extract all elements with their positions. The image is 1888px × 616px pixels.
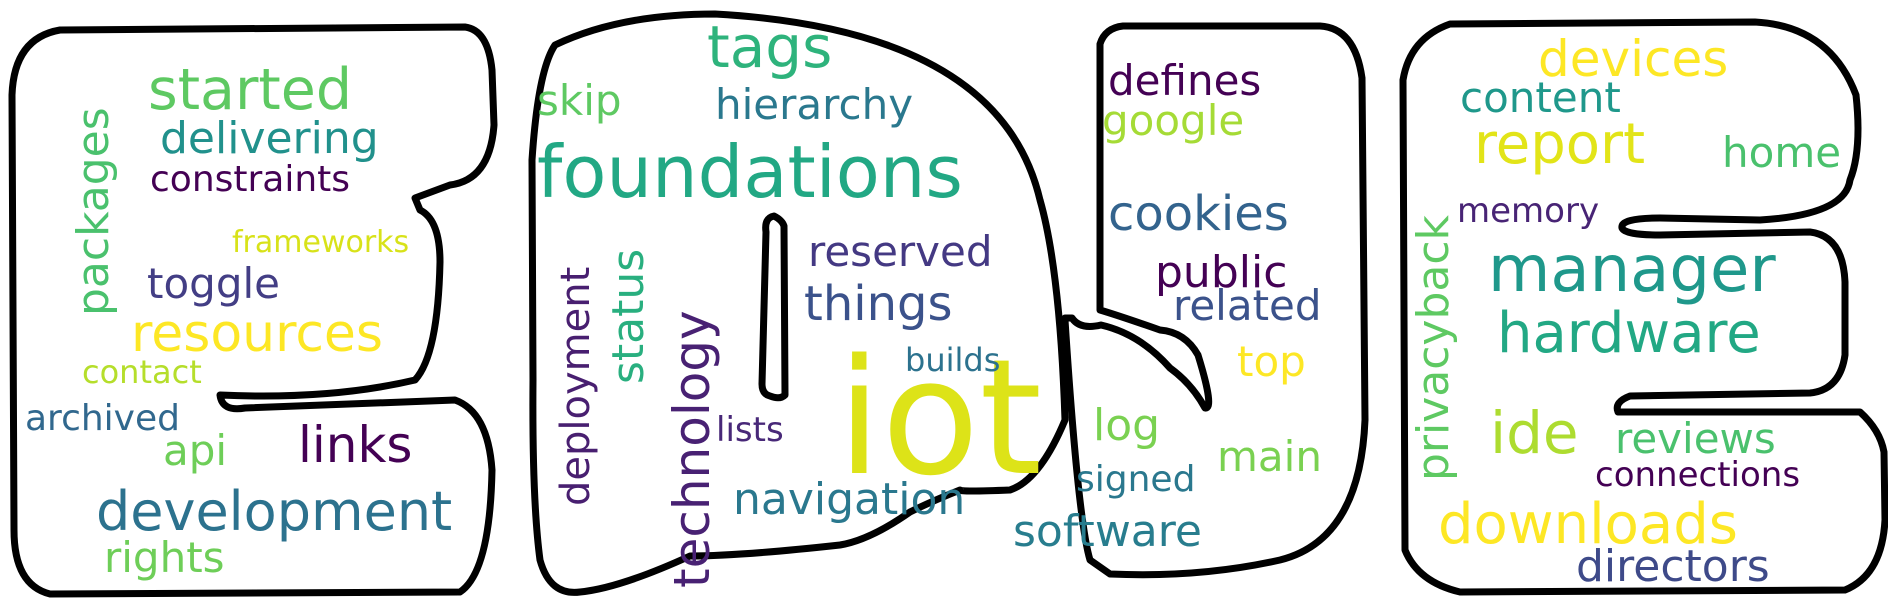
cloud-word-directors: directors xyxy=(1576,541,1770,592)
cloud-word-google: google xyxy=(1102,96,1245,145)
cloud-word-resources: resources xyxy=(131,304,384,364)
cloud-word-log: log xyxy=(1093,400,1161,451)
cloud-word-software: software xyxy=(1013,506,1202,557)
cloud-word-deployment: deployment xyxy=(553,266,599,506)
cloud-word-top: top xyxy=(1237,337,1306,386)
cloud-word-connections: connections xyxy=(1595,455,1801,495)
cloud-word-main: main xyxy=(1217,432,1322,481)
cloud-word-defines: defines xyxy=(1108,56,1262,105)
cloud-word-things: things xyxy=(804,276,953,332)
cloud-word-hardware: hardware xyxy=(1497,301,1761,366)
cloud-word-ide: ide xyxy=(1490,399,1579,467)
cloud-word-contact: contact xyxy=(82,353,202,391)
cloud-word-navigation: navigation xyxy=(733,474,966,525)
cloud-word-development: development xyxy=(96,480,453,543)
cloud-word-downloads: downloads xyxy=(1438,492,1738,557)
cloud-word-report: report xyxy=(1474,112,1646,177)
letter-b-outline xyxy=(1061,22,1369,579)
cloud-word-api: api xyxy=(163,426,228,475)
cloud-word-privacyback: privacyback xyxy=(1408,214,1459,481)
cloud-word-related: related xyxy=(1173,281,1322,330)
cloud-word-signed: signed xyxy=(1076,459,1196,500)
letter-e-right-outline xyxy=(1399,18,1888,596)
cloud-word-public: public xyxy=(1155,247,1288,298)
cloud-word-memory: memory xyxy=(1457,191,1600,231)
cloud-word-reserved: reserved xyxy=(808,227,993,276)
cloud-word-frameworks: frameworks xyxy=(232,225,410,260)
cloud-word-status: status xyxy=(603,248,654,384)
cloud-word-hierarchy: hierarchy xyxy=(715,80,914,129)
cloud-word-lists: lists xyxy=(716,410,784,450)
cloud-word-home: home xyxy=(1722,128,1842,177)
cloud-word-started: started xyxy=(148,57,353,123)
cloud-word-packages: packages xyxy=(68,107,119,316)
cloud-word-cookies: cookies xyxy=(1108,186,1289,242)
cloud-word-manager: manager xyxy=(1488,233,1776,307)
cloud-word-rights: rights xyxy=(104,533,225,582)
letter-a-inner-slot xyxy=(758,212,789,402)
cloud-word-iot: iot xyxy=(837,324,1043,511)
cloud-word-delivering: delivering xyxy=(160,113,379,164)
cloud-word-foundations: foundations xyxy=(537,130,963,214)
cloud-word-devices: devices xyxy=(1538,30,1729,88)
cloud-word-skip: skip xyxy=(537,76,622,125)
cloud-word-links: links xyxy=(298,416,413,474)
letter-a-outline xyxy=(528,10,1069,596)
cloud-word-technology: technology xyxy=(663,310,721,588)
letter-e-left-outline xyxy=(8,23,498,598)
cloud-word-content: content xyxy=(1460,73,1621,122)
cloud-word-tags: tags xyxy=(707,13,833,81)
cloud-word-constraints: constraints xyxy=(150,159,351,200)
cloud-word-toggle: toggle xyxy=(147,259,280,308)
cloud-word-builds: builds xyxy=(905,341,1001,379)
cloud-word-archived: archived xyxy=(25,398,180,439)
cloud-word-reviews: reviews xyxy=(1615,414,1776,463)
